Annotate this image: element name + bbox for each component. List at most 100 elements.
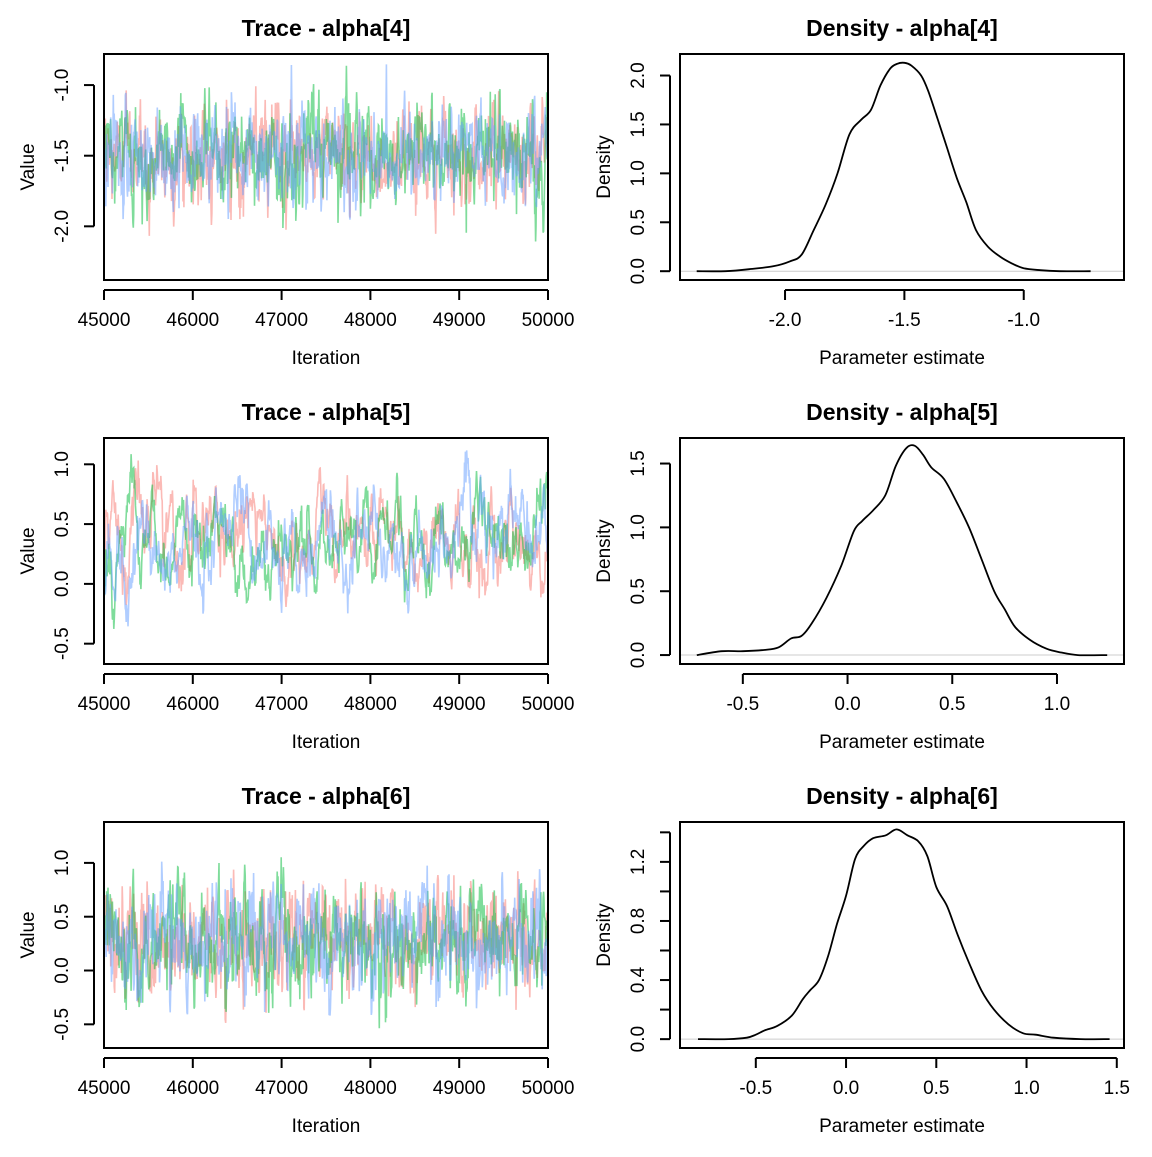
plot-area — [105, 857, 547, 1029]
x-tick-label: 45000 — [78, 694, 131, 715]
y-tick-label: -0.5 — [52, 627, 73, 660]
y-tick-label: 2.0 — [628, 62, 649, 88]
y-axis-label: Density — [594, 903, 615, 967]
y-tick-label: 0.0 — [52, 957, 73, 983]
y-tick-label: 1.0 — [628, 514, 649, 540]
plot-frame — [679, 53, 1125, 281]
x-tick-label: -0.5 — [739, 1078, 772, 1099]
chart-title: Density - alpha[5] — [806, 399, 998, 425]
y-tick-label: 1.0 — [628, 160, 649, 186]
plot-area — [681, 828, 1123, 1041]
panel-density-5: Density - alpha[5] -0.5 0.0 0.5 1.0 Parameter… — [594, 399, 1125, 753]
x-tick-label: 50000 — [522, 310, 575, 331]
x-tick-label: 47000 — [255, 310, 308, 331]
x-tick-label: -1.0 — [1007, 310, 1040, 331]
y-tick-label: 1.0 — [52, 850, 73, 876]
x-tick-label: 1.0 — [1044, 694, 1070, 715]
panel-trace-6: Trace - alpha[6] 45000 46000 47000 48000 4900… — [18, 783, 574, 1137]
y-axis-label: Density — [594, 135, 615, 199]
x-axis-label: Parameter estimate — [819, 348, 985, 369]
x-tick-label: -1.5 — [888, 310, 921, 331]
y-tick-label: 0.5 — [52, 511, 73, 537]
y-tick-label: -0.5 — [52, 1008, 73, 1041]
y-axis-label: Value — [18, 143, 39, 190]
plot-frame — [103, 53, 549, 281]
y-tick-label: 0.5 — [628, 578, 649, 604]
panel-density-4: Density - alpha[4] -2.0 -1.5 -1.0 Parameter … — [594, 15, 1125, 369]
x-tick-label: 45000 — [78, 1078, 131, 1099]
trace-line-chain-2 — [105, 65, 547, 242]
x-tick-label: 47000 — [255, 1078, 308, 1099]
y-tick-label: -1.0 — [52, 69, 73, 102]
y-tick-label: 0.8 — [628, 908, 649, 934]
x-tick-label: 0.5 — [923, 1078, 949, 1099]
x-tick-label: 48000 — [344, 1078, 397, 1099]
plot-area — [681, 444, 1123, 657]
x-tick-label: 45000 — [78, 310, 131, 331]
x-axis-label: Iteration — [292, 1116, 361, 1137]
x-tick-label: 49000 — [433, 694, 486, 715]
x-tick-label: 46000 — [166, 1078, 219, 1099]
x-tick-label: 46000 — [166, 310, 219, 331]
chart-title: Trace - alpha[6] — [242, 783, 411, 809]
y-tick-label: -1.5 — [52, 139, 73, 172]
plot-frame — [679, 821, 1125, 1049]
plot-area — [105, 64, 547, 242]
x-tick-label: 48000 — [344, 694, 397, 715]
chart-title: Density - alpha[6] — [806, 783, 998, 809]
x-tick-label: 50000 — [522, 694, 575, 715]
chart-title: Density - alpha[4] — [806, 15, 998, 41]
plot-area — [681, 61, 1123, 273]
y-tick-label: 0.0 — [628, 642, 649, 668]
y-tick-label: 0.4 — [628, 966, 649, 993]
y-tick-label: 0.0 — [628, 258, 649, 284]
chart-title: Trace - alpha[4] — [242, 15, 411, 41]
x-tick-label: -2.0 — [769, 310, 802, 331]
x-tick-label: 0.5 — [939, 694, 965, 715]
x-tick-label: 47000 — [255, 694, 308, 715]
y-axis-label: Value — [18, 527, 39, 574]
x-tick-label: 1.0 — [1013, 1078, 1039, 1099]
x-tick-label: 49000 — [433, 310, 486, 331]
plot-frame — [103, 821, 549, 1049]
density-curve — [696, 444, 1108, 657]
trace-line-chain-3 — [105, 861, 547, 1016]
y-tick-label: -2.0 — [52, 210, 73, 243]
panel-trace-5: Trace - alpha[5] 45000 46000 47000 48000 4900… — [18, 399, 574, 753]
plot-area — [105, 450, 547, 629]
panel-density-6: Density - alpha[6] -0.5 0.0 0.5 1.0 1.5 Parame… — [594, 783, 1130, 1137]
x-tick-label: -0.5 — [726, 694, 759, 715]
y-axis-label: Density — [594, 519, 615, 583]
y-tick-label: 0.5 — [628, 209, 649, 235]
x-tick-label: 50000 — [522, 1078, 575, 1099]
x-tick-label: 0.0 — [833, 1078, 859, 1099]
y-tick-label: 0.0 — [628, 1026, 649, 1052]
x-tick-label: 49000 — [433, 1078, 486, 1099]
y-tick-label: 1.0 — [52, 451, 73, 477]
trace-line-chain-2 — [105, 454, 547, 629]
x-tick-label: 0.0 — [834, 694, 860, 715]
x-axis-label: Parameter estimate — [819, 732, 985, 753]
y-tick-label: 1.5 — [628, 450, 649, 476]
y-tick-label: 0.0 — [52, 571, 73, 597]
plot-frame — [103, 437, 549, 665]
x-axis-label: Parameter estimate — [819, 1116, 985, 1137]
chart-title: Trace - alpha[5] — [242, 399, 411, 425]
y-tick-label: 0.5 — [52, 903, 73, 929]
x-axis-label: Iteration — [292, 732, 361, 753]
trace-line-chain-3 — [105, 450, 547, 627]
x-tick-label: 48000 — [344, 310, 397, 331]
density-curve — [697, 828, 1110, 1041]
y-axis-label: Value — [18, 911, 39, 958]
density-curve — [696, 61, 1091, 273]
x-tick-label: 1.5 — [1104, 1078, 1130, 1099]
panel-trace-4: Trace - alpha[4] 45000 46000 47000 48000 4900… — [18, 15, 574, 369]
x-axis-label: Iteration — [292, 348, 361, 369]
x-tick-label: 46000 — [166, 694, 219, 715]
trace-line-chain-3 — [105, 64, 547, 220]
plot-frame — [679, 437, 1125, 665]
trace-line-chain-2 — [105, 857, 547, 1029]
y-tick-label: 1.2 — [628, 849, 649, 875]
